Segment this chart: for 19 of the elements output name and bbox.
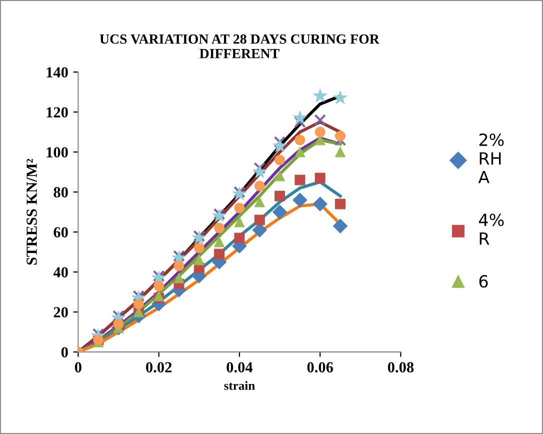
legend-label: 6 [479, 275, 488, 288]
chart-title: UCS VARIATION AT 28 DAYS CURING FOR DIFFERENT [100, 34, 380, 58]
x-tick-label: 0.08 [388, 362, 414, 373]
y-tick-label: 80 [54, 187, 68, 198]
y-tick-label: 100 [46, 147, 68, 158]
y-tick-label: 20 [54, 307, 68, 318]
x-tick-label: 0.04 [226, 362, 253, 373]
legend-label: 4% R [479, 214, 504, 245]
x-tick-label: 0 [74, 362, 82, 372]
y-axis-title: STRESS KN/M² [26, 158, 37, 265]
y-tick-label: 40 [53, 267, 68, 278]
x-tick-label: 0.06 [307, 362, 334, 373]
legend-label: 2% RH A [478, 133, 504, 184]
y-tick-label: 120 [46, 107, 68, 118]
y-tick-label: 60 [54, 227, 68, 238]
y-tick-label: 140 [46, 67, 68, 78]
x-axis-title: strain [224, 381, 255, 390]
y-tick-label: 0 [61, 347, 68, 358]
x-tick-label: 0.02 [146, 362, 172, 373]
